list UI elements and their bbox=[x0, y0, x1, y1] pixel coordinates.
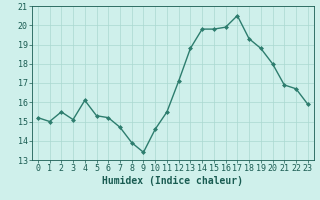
X-axis label: Humidex (Indice chaleur): Humidex (Indice chaleur) bbox=[102, 176, 243, 186]
